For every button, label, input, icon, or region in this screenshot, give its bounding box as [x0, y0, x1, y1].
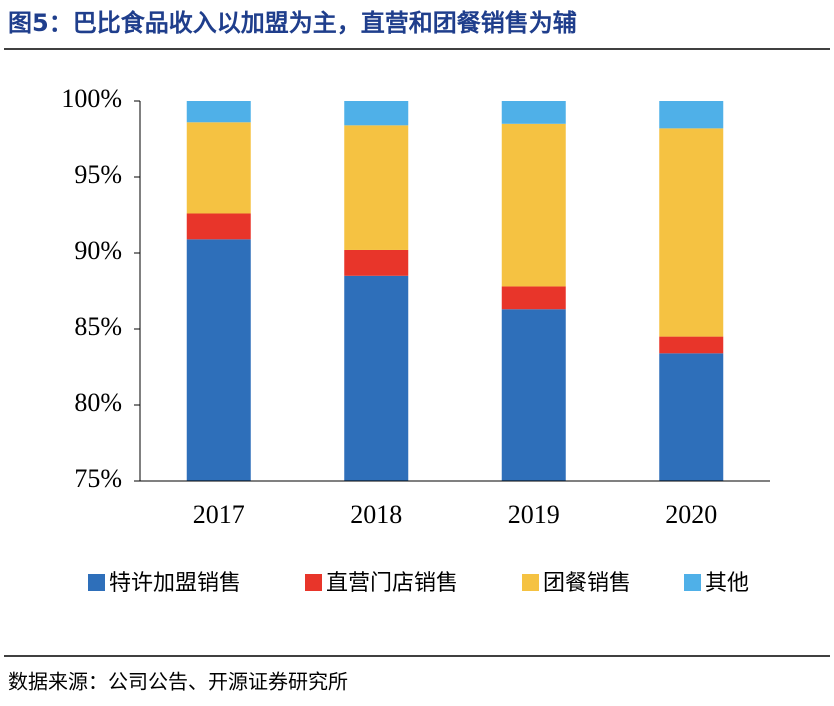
bar-segment [344, 249, 409, 276]
legend-label: 团餐销售 [543, 571, 631, 596]
legend-swatch [88, 574, 105, 591]
legend-swatch [684, 574, 701, 591]
bar-segment [186, 101, 251, 123]
y-tick-label: 100% [61, 84, 122, 113]
x-tick-label: 2020 [665, 500, 717, 529]
legend-label: 特许加盟销售 [109, 571, 241, 596]
x-tick-label: 2018 [350, 500, 402, 529]
bar-segment [186, 122, 251, 214]
bar-segment [659, 128, 724, 337]
legend-label: 直营门店销售 [326, 571, 458, 596]
y-tick-label: 80% [74, 388, 122, 417]
bar-segment [344, 125, 409, 250]
legend-swatch [522, 574, 539, 591]
legend-swatch [305, 574, 322, 591]
legend-label: 其他 [705, 571, 749, 596]
x-tick-label: 2019 [508, 500, 560, 529]
bar-segment [501, 286, 566, 310]
bar-segment [501, 123, 566, 287]
y-tick-label: 95% [74, 160, 122, 189]
source: 数据来源：公司公告、开源证券研究所 [8, 670, 348, 694]
chart-title: 图5：巴比食品收入以加盟为主，直营和团餐销售为辅 [8, 9, 577, 37]
bar-segment [659, 336, 724, 354]
y-tick-label: 90% [74, 236, 122, 265]
bar-segment [186, 239, 251, 481]
bar-segment [501, 309, 566, 481]
y-tick-label: 75% [74, 464, 122, 493]
x-tick-label: 2017 [193, 500, 245, 529]
y-tick-label: 85% [74, 312, 122, 341]
bar-segment [659, 353, 724, 481]
bar-segment [344, 101, 409, 126]
bar-segment [186, 213, 251, 240]
bar-segment [501, 101, 566, 124]
bar-segment [344, 275, 409, 481]
bar-segment [659, 101, 724, 129]
